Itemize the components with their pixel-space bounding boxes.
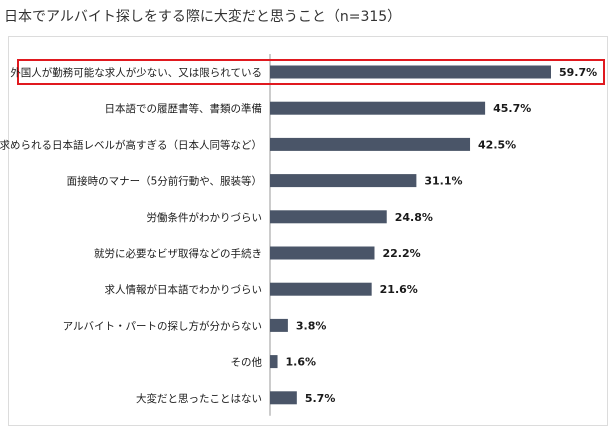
value-label: 42.5% [478, 138, 516, 151]
bar [270, 101, 486, 115]
category-label: 求人情報が日本語でわかりづらい [105, 283, 263, 296]
category-label: アルバイト・パートの探し方が分からない [63, 319, 262, 332]
chart-title: 日本でアルバイト探しをする際に大変だと思うこと（n=315） [4, 9, 402, 25]
category-label: 日本語での履歴書等、書類の準備 [105, 102, 263, 115]
bar [270, 246, 375, 260]
category-label: 就労に必要なビザ取得などの手続き [94, 247, 262, 260]
category-label: その他 [231, 356, 263, 369]
bar [270, 282, 372, 296]
value-label: 31.1% [424, 175, 462, 188]
chart-frame [8, 36, 608, 426]
bar [270, 318, 288, 332]
category-label: 求められる日本語レベルが高すぎる（日本人同等など） [0, 138, 262, 151]
highlight-box [17, 59, 605, 85]
category-label: 外国人が勤務可能な求人が少ない、又は限られている [10, 66, 262, 79]
bar [270, 137, 471, 151]
bar [270, 174, 417, 188]
category-label: 労働条件がわかりづらい [147, 211, 263, 224]
value-label: 1.6% [286, 356, 317, 369]
bar [270, 210, 387, 224]
value-label: 5.7% [305, 392, 336, 405]
bar [270, 355, 278, 369]
bar [270, 65, 551, 79]
value-label: 3.8% [296, 319, 327, 332]
value-label: 22.2% [382, 247, 420, 260]
value-label: 21.6% [380, 283, 418, 296]
category-label: 面接時のマナー（5分前行動や、服装等） [67, 175, 262, 188]
value-label: 45.7% [493, 102, 531, 115]
bar [270, 391, 297, 405]
category-label: 大変だと思ったことはない [136, 392, 262, 405]
value-label: 59.7% [559, 66, 597, 79]
value-label: 24.8% [395, 211, 433, 224]
